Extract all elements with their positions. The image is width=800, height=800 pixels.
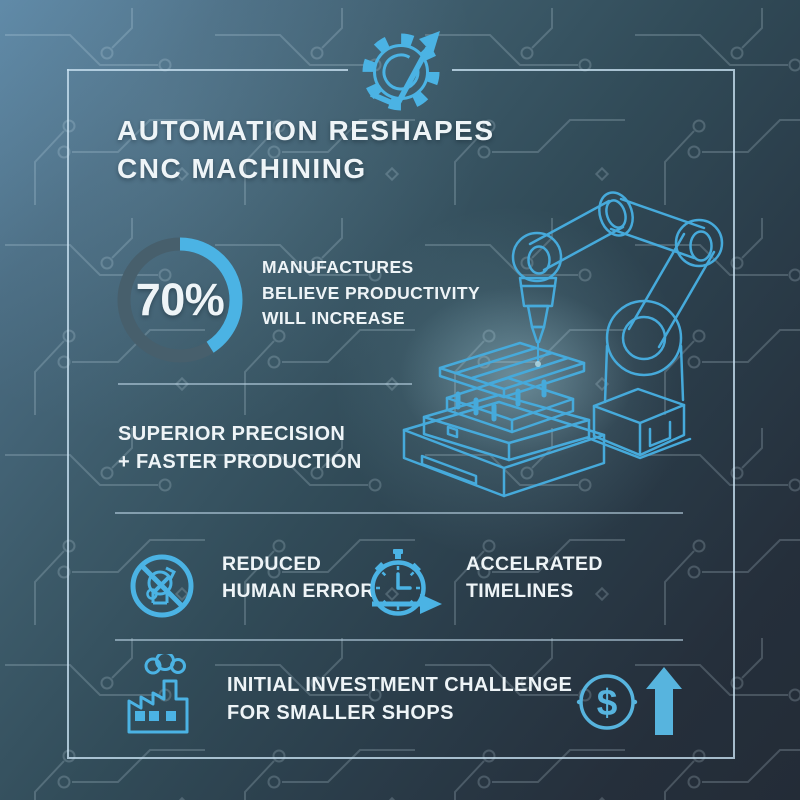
- donut-chart: [117, 237, 243, 363]
- stat-caption-line1: MANUFACTURES: [262, 257, 414, 277]
- benefit-line1: SUPERIOR PRECISION: [118, 423, 346, 445]
- challenge-line1: INITIAL INVESTMENT CHALLENGE: [227, 674, 573, 696]
- stat-caption: MANUFACTURES BELIEVE PRODUCTIVITY WILL I…: [262, 255, 480, 332]
- border-frame: [67, 69, 735, 759]
- page-title: AUTOMATION RESHAPES CNC MACHINING: [117, 112, 495, 188]
- factory-icon: [127, 654, 189, 734]
- feature-time-line2: TIMELINES: [466, 579, 574, 602]
- stat-caption-line3: WILL INCREASE: [262, 308, 405, 328]
- cnc-robot-arm-illustration: [399, 191, 724, 498]
- challenge-text: INITIAL INVESTMENT CHALLENGE FOR SMALLER…: [227, 672, 572, 727]
- benefit-line2: + FASTER PRODUCTION: [118, 450, 362, 473]
- feature-error-line1: REDUCED: [222, 553, 322, 575]
- dollar-coin-icon: $: [576, 674, 638, 730]
- feature-error-text: REDUCED HUMAN ERROR: [222, 551, 375, 604]
- stat-caption-line2: BELIEVE PRODUCTIVITY: [262, 282, 481, 303]
- challenge-line2: FOR SMALLER SHOPS: [227, 701, 454, 724]
- stat-value: 70%: [135, 274, 225, 325]
- divider: [115, 639, 683, 641]
- title-line1: AUTOMATION RESHAPES: [117, 115, 495, 146]
- feature-error-line2: HUMAN ERROR: [222, 579, 375, 602]
- feature-time-line1: ACCELRATED: [466, 553, 603, 575]
- divider: [115, 512, 683, 514]
- gear-growth-icon: [362, 31, 440, 111]
- title-line2: CNC MACHINING: [117, 153, 367, 184]
- up-arrow-icon: [646, 667, 682, 735]
- border-frame-top-right: [452, 69, 733, 71]
- feature-time-text: ACCELRATED TIMELINES: [466, 551, 603, 604]
- stopwatch-arrow-icon: [370, 549, 442, 616]
- no-human-error-icon: [130, 554, 194, 618]
- divider: [118, 383, 412, 385]
- border-frame-top-left: [67, 69, 348, 71]
- benefit-text: SUPERIOR PRECISION + FASTER PRODUCTION: [118, 421, 362, 476]
- dollar-sign: $: [597, 682, 618, 723]
